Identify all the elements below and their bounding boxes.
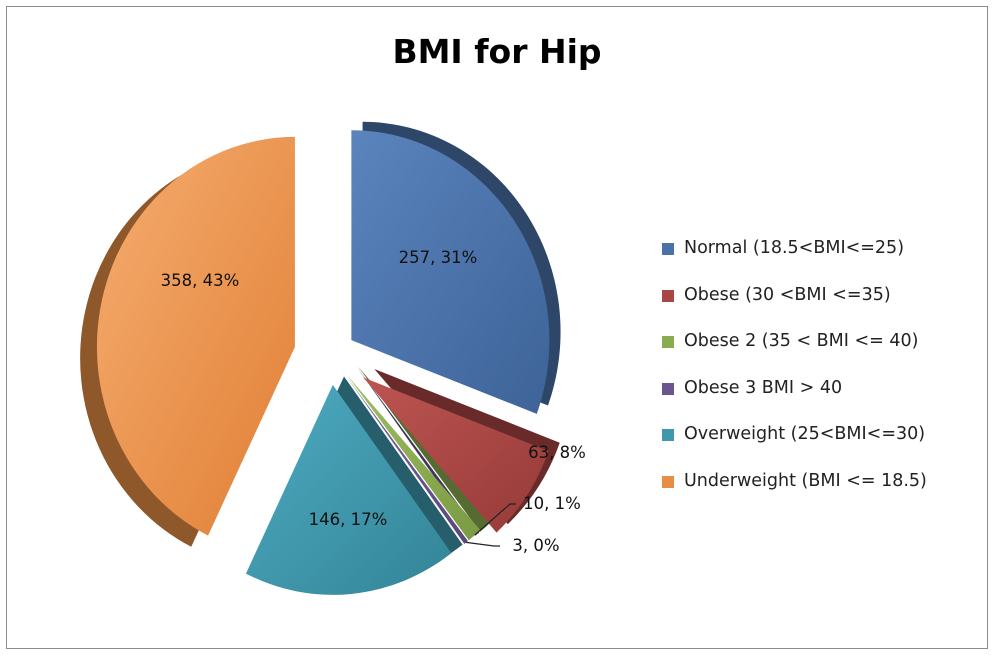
legend-label: Obese 2 (35 < BMI <= 40) (684, 331, 919, 351)
legend-swatch (662, 243, 674, 255)
data-label-1: 63, 8% (528, 443, 586, 462)
legend-label: Underweight (BMI <= 18.5) (684, 470, 927, 491)
pie-slice-obese-2[interactable] (346, 374, 481, 541)
legend: Normal (18.5<BMI<=25) Obese (30 <BMI <=35… (662, 238, 927, 517)
pie-slice-overweight[interactable] (245, 384, 452, 595)
data-label-5: 358, 43% (161, 271, 240, 290)
data-label-0: 257, 31% (399, 248, 478, 267)
data-label-3: 3, 0% (512, 536, 559, 555)
pie-slice-underweight[interactable] (96, 136, 295, 536)
legend-label: Obese (30 <BMI <=35) (684, 284, 891, 305)
pie-slice-normal[interactable] (351, 130, 550, 414)
legend-label: Obese 3 BMI > 40 (684, 377, 843, 398)
legend-item: Obese (30 <BMI <=35) (662, 285, 927, 332)
legend-swatch (662, 475, 674, 488)
legend-label: Overweight (25<BMI<=30) (684, 424, 926, 444)
legend-swatch (662, 336, 674, 348)
legend-item: Obese 2 (35 < BMI <= 40) (662, 331, 927, 378)
chart-title: BMI for Hip (392, 32, 602, 71)
pie-slice-obese-3[interactable] (345, 375, 468, 544)
legend-swatch (662, 429, 674, 441)
data-label-2: 10, 1% (523, 494, 581, 513)
legend-swatch (662, 289, 674, 302)
leader-line-2 (474, 503, 516, 536)
pie-slice-obese[interactable] (363, 377, 549, 533)
legend-item: Overweight (25<BMI<=30) (662, 424, 927, 471)
legend-item: Obese 3 BMI > 40 (662, 378, 927, 425)
legend-label: Normal (18.5<BMI<=25) (684, 238, 905, 258)
leader-line-3 (466, 541, 500, 547)
legend-swatch (662, 382, 674, 395)
data-label-4: 146, 17% (309, 510, 388, 529)
legend-item: Normal (18.5<BMI<=25) (662, 238, 927, 285)
legend-item: Underweight (BMI <= 18.5) (662, 471, 927, 518)
